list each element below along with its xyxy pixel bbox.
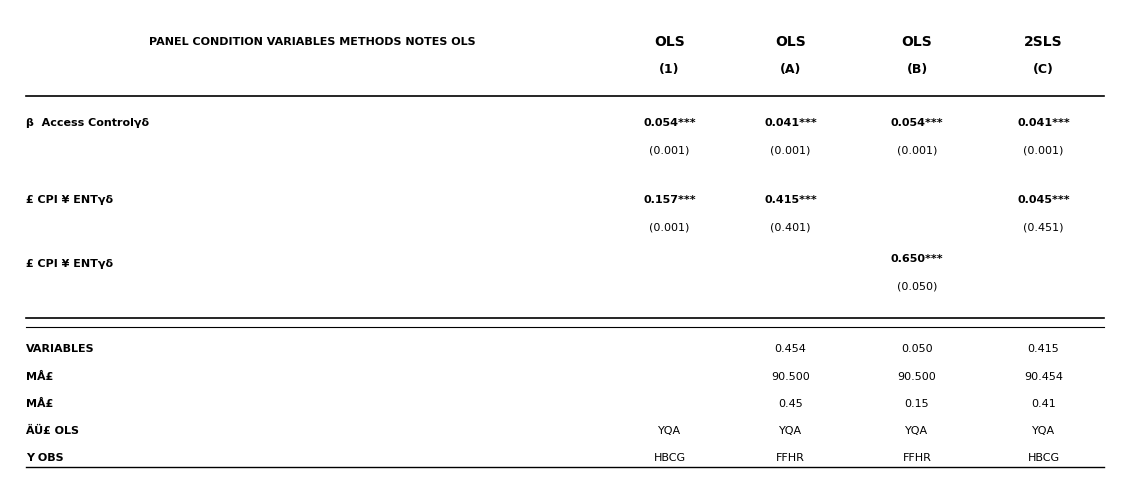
Text: (0.401): (0.401) [771, 222, 810, 232]
Text: 0.054***: 0.054*** [643, 119, 696, 129]
Text: OLS: OLS [775, 35, 806, 49]
Text: 0.041***: 0.041*** [1017, 119, 1070, 129]
Text: 0.650***: 0.650*** [890, 254, 944, 264]
Text: PANEL CONDITION VARIABLES METHODS NOTES OLS: PANEL CONDITION VARIABLES METHODS NOTES … [149, 37, 476, 47]
Text: 90.500: 90.500 [897, 372, 937, 382]
Text: 90.500: 90.500 [771, 372, 810, 382]
Text: YQA: YQA [1032, 426, 1055, 436]
Text: 0.15: 0.15 [905, 399, 929, 409]
Text: HBCG: HBCG [653, 453, 686, 463]
Text: (0.001): (0.001) [897, 146, 937, 156]
Text: 0.415: 0.415 [1027, 345, 1060, 354]
Text: MÅ£: MÅ£ [26, 372, 53, 382]
Text: HBCG: HBCG [1027, 453, 1060, 463]
Text: (0.001): (0.001) [771, 146, 810, 156]
Text: 2SLS: 2SLS [1024, 35, 1063, 49]
Text: 0.045***: 0.045*** [1017, 195, 1070, 205]
Text: 0.41: 0.41 [1031, 399, 1055, 409]
Text: OLS: OLS [902, 35, 932, 49]
Text: MÅ£: MÅ£ [26, 399, 53, 409]
Text: 0.415***: 0.415*** [764, 195, 817, 205]
Text: (0.050): (0.050) [897, 281, 937, 291]
Text: YQA: YQA [905, 426, 929, 436]
Text: (C): (C) [1033, 63, 1054, 76]
Text: (1): (1) [659, 63, 680, 76]
Text: FFHR: FFHR [903, 453, 931, 463]
Text: 0.041***: 0.041*** [764, 119, 817, 129]
Text: FFHR: FFHR [776, 453, 805, 463]
Text: 0.45: 0.45 [779, 399, 803, 409]
Text: VARIABLES: VARIABLES [26, 345, 95, 354]
Text: OLS: OLS [654, 35, 685, 49]
Text: £ CPI ¥ ENTγδ: £ CPI ¥ ENTγδ [26, 259, 113, 268]
Text: 0.454: 0.454 [774, 345, 807, 354]
Text: YQA: YQA [779, 426, 802, 436]
Text: £ CPI ¥ ENTγδ: £ CPI ¥ ENTγδ [26, 195, 113, 205]
Text: (0.001): (0.001) [650, 146, 689, 156]
Text: 0.054***: 0.054*** [890, 119, 944, 129]
Text: (0.001): (0.001) [650, 222, 689, 232]
Text: (A): (A) [780, 63, 801, 76]
Text: (0.001): (0.001) [1024, 146, 1063, 156]
Text: 90.454: 90.454 [1024, 372, 1063, 382]
Text: (0.451): (0.451) [1024, 222, 1063, 232]
Text: ÄÜ£ OLS: ÄÜ£ OLS [26, 426, 79, 436]
Text: 0.157***: 0.157*** [643, 195, 696, 205]
Text: (B): (B) [906, 63, 928, 76]
Text: β  Access Controlγδ: β Access Controlγδ [26, 119, 149, 129]
Text: 0.050: 0.050 [902, 345, 932, 354]
Text: YQA: YQA [658, 426, 681, 436]
Text: Y OBS: Y OBS [26, 453, 63, 463]
